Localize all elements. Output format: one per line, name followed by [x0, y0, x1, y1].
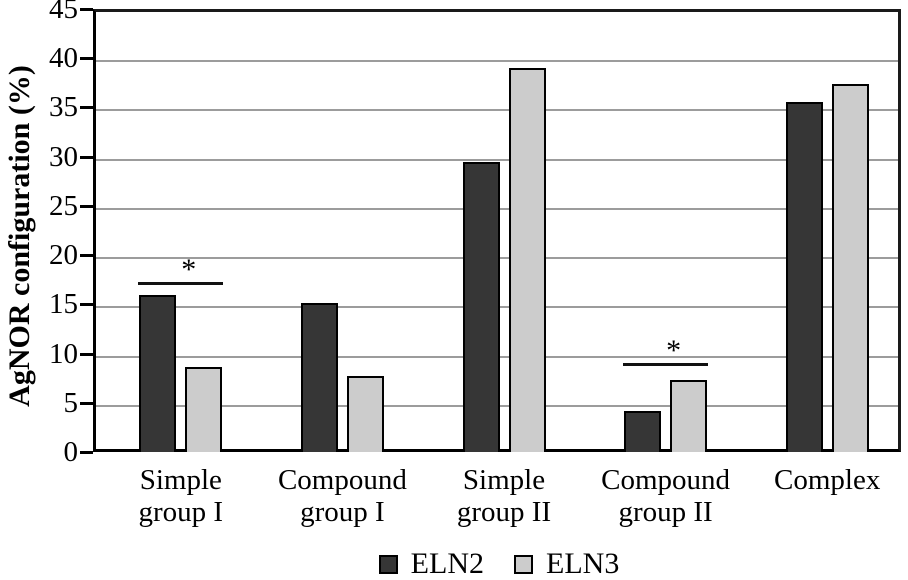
- y-tick-label-0: 0: [63, 436, 79, 468]
- bar-eln2-2: [300, 303, 338, 452]
- bar-eln3-5: [831, 83, 869, 452]
- bar-eln2-1: [139, 295, 177, 452]
- legend-item-eln2: ELN2: [378, 547, 484, 580]
- legend-swatch-eln2: [378, 554, 398, 574]
- x-category-label-line: Simple: [462, 464, 546, 496]
- y-tick-5: [80, 401, 93, 405]
- y-tick-label-45: 45: [49, 0, 78, 25]
- legend-swatch-eln3: [514, 554, 533, 574]
- gridline-30: [96, 158, 898, 161]
- legend: ELN2 ELN3: [45, 549, 908, 579]
- y-tick-label-35: 35: [49, 91, 78, 124]
- x-category-label-4: Compound group II: [556, 464, 776, 528]
- gridline-35: [96, 109, 898, 112]
- bar-eln3-2: [346, 376, 384, 452]
- y-tick-10: [80, 352, 93, 356]
- x-category-label-line: group II: [456, 496, 552, 528]
- y-tick-label-10: 10: [49, 337, 78, 370]
- x-category-label-line: group I: [138, 496, 224, 528]
- x-category-label-5: Complex: [717, 464, 908, 496]
- x-category-label-1: Simple group I: [71, 464, 291, 528]
- bar-eln2-4: [624, 410, 662, 452]
- bar-eln2-5: [785, 101, 823, 452]
- x-category-label-line: Complex: [774, 464, 881, 496]
- y-tick-label-20: 20: [49, 239, 78, 272]
- significance-star-2: *: [666, 334, 682, 368]
- y-tick-label-40: 40: [49, 42, 78, 75]
- bar-eln3-1: [185, 367, 223, 452]
- bar-eln3-4: [670, 380, 708, 452]
- significance-star-1: *: [181, 252, 197, 286]
- legend-label-eln3: ELN3: [546, 547, 620, 580]
- y-tick-30: [80, 155, 93, 159]
- y-tick-label-5: 5: [63, 386, 79, 419]
- x-category-label-line: Compound: [601, 464, 731, 496]
- y-tick-25: [80, 204, 93, 208]
- x-category-label-line: Compound: [277, 464, 407, 496]
- y-tick-label-30: 30: [49, 140, 78, 173]
- y-tick-45: [80, 8, 93, 11]
- x-category-label-line: group I: [300, 496, 385, 528]
- legend-label-eln2: ELN2: [410, 547, 484, 580]
- y-tick-35: [80, 106, 93, 110]
- x-category-label-2: Compound group I: [232, 464, 452, 528]
- bar-eln3-3: [508, 68, 546, 452]
- y-tick-0: [80, 451, 93, 454]
- gridline-40: [96, 60, 898, 63]
- significance-line-2: [623, 363, 709, 367]
- x-category-label-line: group II: [618, 496, 713, 528]
- y-tick-20: [80, 254, 93, 258]
- y-tick-15: [80, 303, 93, 307]
- significance-line-1: [138, 281, 224, 285]
- y-tick-label-25: 25: [49, 189, 78, 222]
- legend-item-eln3: ELN3: [514, 549, 619, 579]
- bar-eln2-3: [462, 161, 500, 452]
- y-tick-40: [80, 57, 93, 61]
- x-category-label-3: Simple group II: [394, 464, 614, 528]
- y-tick-label-15: 15: [49, 288, 78, 321]
- x-category-label-line: Simple: [139, 464, 222, 496]
